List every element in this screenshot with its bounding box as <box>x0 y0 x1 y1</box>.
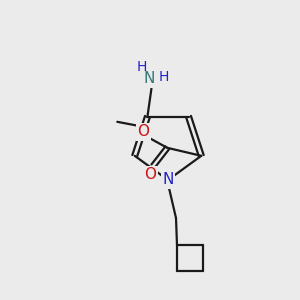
Text: H: H <box>158 70 169 84</box>
Text: N: N <box>144 71 155 86</box>
Text: O: O <box>144 167 156 182</box>
Text: O: O <box>137 124 149 139</box>
Text: N: N <box>162 172 174 188</box>
Text: H: H <box>136 60 147 74</box>
